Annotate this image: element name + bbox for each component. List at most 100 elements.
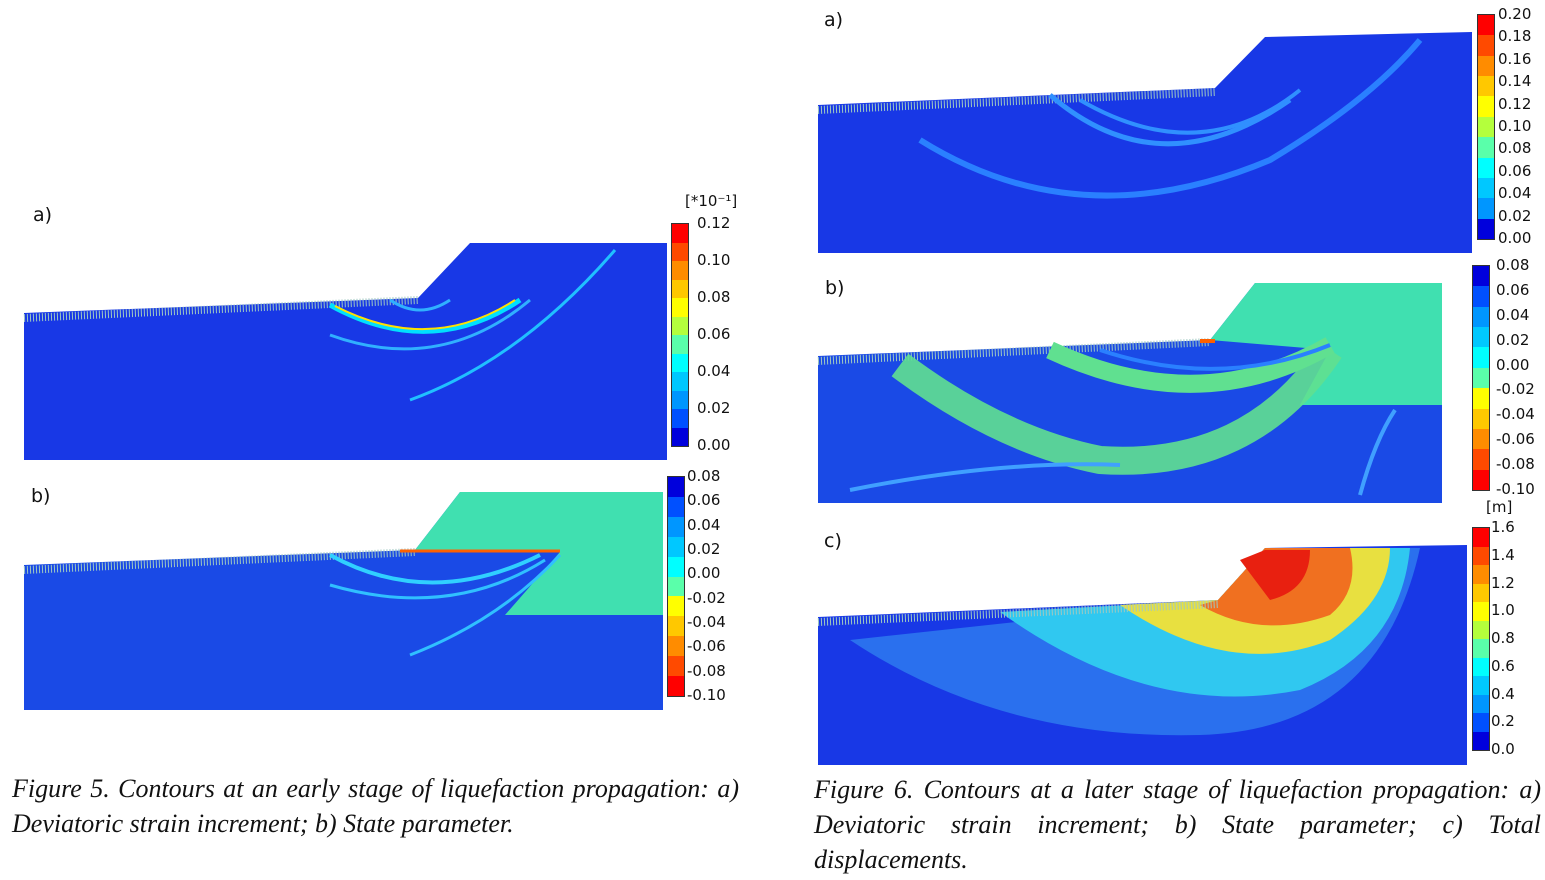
legend-tick-label: -0.04 (1496, 405, 1535, 424)
fig6c-legend-unit: [m] (1486, 498, 1513, 516)
colorbar-segment (1478, 55, 1494, 77)
colorbar-segment (1478, 15, 1494, 36)
colorbar-segment (672, 372, 688, 391)
legend-tick-label: 0.0 (1491, 740, 1515, 758)
fig5b-label: b) (31, 485, 51, 507)
legend-tick-label: 0.00 (1496, 355, 1530, 374)
colorbar-segment (1473, 676, 1489, 695)
legend-tick-label: 0.08 (697, 288, 731, 306)
colorbar-segment (1473, 657, 1489, 676)
colorbar-segment (1473, 639, 1489, 658)
colorbar-segment (672, 224, 688, 243)
colorbar-segment (1473, 266, 1489, 287)
fig6a-contour-plot (817, 32, 1472, 253)
colorbar-segment (668, 636, 684, 657)
colorbar-segment (1473, 694, 1489, 713)
legend-tick-label: -0.08 (1496, 455, 1535, 474)
colorbar-segment (668, 536, 684, 557)
fig5a-colorbar (671, 223, 689, 447)
colorbar-segment (668, 656, 684, 677)
colorbar-segment (1473, 428, 1489, 450)
colorbar-segment (1473, 565, 1489, 584)
colorbar-segment (1473, 546, 1489, 565)
fig6b-contour-plot (817, 283, 1442, 503)
legend-tick-label: 0.08 (687, 467, 721, 485)
legend-tick-label: 0.2 (1491, 712, 1515, 731)
legend-tick-label: 0.06 (1496, 280, 1530, 299)
colorbar-segment (1473, 731, 1489, 750)
colorbar-segment (1473, 528, 1489, 547)
fig6c-contour-plot (817, 545, 1467, 765)
legend-tick-label: 0.04 (687, 515, 721, 534)
legend-tick-label: 0.02 (697, 399, 731, 417)
legend-tick-label: 0.08 (1496, 256, 1530, 274)
colorbar-segment (668, 616, 684, 637)
fig5b-contour-plot (23, 492, 663, 710)
legend-tick-label: 0.10 (697, 251, 731, 269)
legend-tick-label: 0.10 (1498, 117, 1532, 135)
legend-tick-label: 0.06 (687, 491, 721, 510)
colorbar-segment (1473, 347, 1489, 368)
fig5a-legend-unit: [*10⁻¹] (685, 192, 738, 210)
legend-tick-label: 1.0 (1491, 601, 1515, 620)
colorbar-segment (1473, 602, 1489, 621)
fig6c-colorbar (1472, 527, 1490, 751)
colorbar-segment (1473, 306, 1489, 328)
colorbar-segment (1478, 35, 1494, 56)
colorbar-segment (1473, 327, 1489, 348)
legend-tick-label: 0.8 (1491, 629, 1515, 647)
colorbar-segment (668, 516, 684, 537)
legend-tick-label: 0.12 (697, 214, 731, 232)
colorbar-segment (672, 242, 688, 261)
figure5-caption: Figure 5. Contours at an early stage of … (12, 774, 739, 838)
colorbar-segment (1473, 713, 1489, 732)
colorbar-segment (1478, 116, 1494, 138)
colorbar-segment (1473, 367, 1489, 389)
legend-tick-label: 0.20 (1498, 5, 1532, 23)
colorbar-segment (1478, 177, 1494, 199)
fig6a-label: a) (824, 9, 844, 31)
colorbar-segment (1478, 198, 1494, 219)
legend-tick-label: 0.14 (1498, 72, 1532, 91)
colorbar-segment (672, 335, 688, 354)
legend-tick-label: -0.08 (687, 661, 726, 680)
colorbar-segment (1478, 218, 1494, 239)
legend-tick-label: 0.02 (1498, 206, 1532, 225)
legend-tick-label: 0.6 (1491, 656, 1515, 675)
colorbar-segment (1478, 76, 1494, 97)
legend-tick-label: 0.08 (1498, 139, 1532, 158)
colorbar-segment (1478, 137, 1494, 158)
fig5a-contour-plot (23, 243, 667, 460)
colorbar-segment (672, 261, 688, 280)
colorbar-segment (668, 596, 684, 617)
colorbar-segment (672, 353, 688, 372)
colorbar-segment (668, 576, 684, 597)
legend-tick-label: -0.02 (1496, 380, 1535, 399)
colorbar-segment (1473, 388, 1489, 409)
colorbar-segment (668, 496, 684, 517)
fig5a-label: a) (33, 204, 53, 226)
fig6c-label: c) (824, 530, 842, 552)
legend-tick-label: 0.02 (1496, 330, 1530, 349)
legend-tick-label: 0.00 (687, 564, 721, 583)
colorbar-segment (672, 298, 688, 317)
colorbar-segment (672, 279, 688, 298)
legend-tick-label: 0.04 (1498, 184, 1532, 203)
fig6b-colorbar (1472, 265, 1490, 491)
colorbar-segment (668, 556, 684, 577)
colorbar-segment (672, 427, 688, 446)
colorbar-segment (1473, 583, 1489, 602)
legend-tick-label: 0.4 (1491, 684, 1515, 703)
legend-tick-label: -0.06 (1496, 430, 1535, 449)
legend-tick-label: 0.06 (1498, 161, 1532, 180)
legend-tick-label: -0.10 (687, 686, 726, 704)
colorbar-segment (672, 316, 688, 335)
fig6b-label: b) (825, 277, 845, 299)
legend-tick-label: 1.6 (1491, 518, 1515, 536)
legend-tick-label: 1.4 (1491, 545, 1515, 564)
legend-tick-label: 0.04 (697, 362, 731, 380)
legend-tick-label: 0.06 (697, 325, 731, 343)
legend-tick-label: 0.02 (687, 540, 721, 558)
legend-tick-label: 0.12 (1498, 94, 1532, 113)
colorbar-segment (1473, 408, 1489, 429)
